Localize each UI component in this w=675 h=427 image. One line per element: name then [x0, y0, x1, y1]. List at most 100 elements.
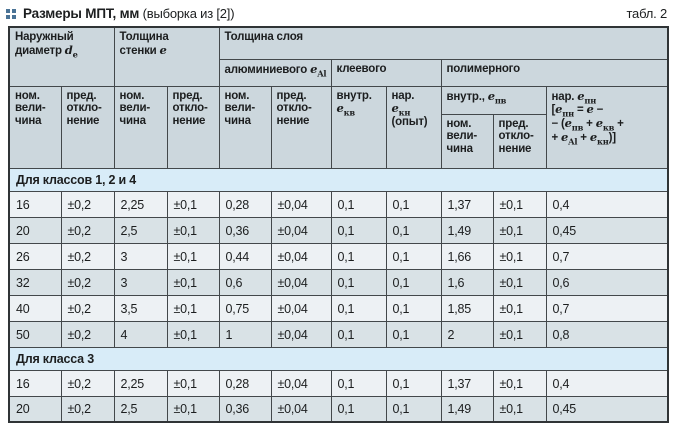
header-wall-deviation: пред. откло-нение	[166, 85, 220, 169]
table-cell: 1,37	[440, 369, 494, 397]
table-cell: 3,5	[113, 294, 168, 322]
table-cell: ±0,04	[270, 216, 332, 244]
table-cell: ±0,1	[492, 294, 547, 322]
table-cell: 4	[113, 320, 168, 348]
table-cell: 0,28	[218, 190, 272, 218]
table-cell: ±0,1	[166, 320, 220, 348]
table-cell: 2,5	[113, 216, 168, 244]
table-cell: ±0,1	[166, 242, 220, 270]
table-cell: 0,1	[385, 268, 442, 296]
table-cell: ±0,1	[166, 190, 220, 218]
table-cell: 0,1	[330, 369, 387, 397]
table-row: 16 ±0,2 2,25 ±0,1 0,28 ±0,04 0,1 0,1 1,37 ±0,1 0,4	[8, 190, 669, 218]
table-cell: 2,5	[113, 395, 168, 423]
table-cell: 0,75	[218, 294, 272, 322]
table-cell: ±0,2	[60, 268, 115, 296]
table-cell: ±0,2	[60, 190, 115, 218]
table-cell: 16	[8, 190, 62, 218]
table-cell: ±0,2	[60, 369, 115, 397]
section-row: Для классов 1, 2 и 4	[8, 167, 669, 192]
header-polymer-layer: полимерного	[440, 58, 669, 87]
table-cell: 0,7	[545, 294, 669, 322]
list-marker-icon	[6, 8, 16, 19]
table-cell: 0,6	[545, 268, 669, 296]
header-wall-thickness: Толщина стенки e	[113, 26, 220, 87]
table-cell: ±0,1	[166, 395, 220, 423]
table-cell: 0,1	[330, 216, 387, 244]
table-cell: 1,85	[440, 294, 494, 322]
table-cell: 1,6	[440, 268, 494, 296]
dimensions-table: Наружный диаметр de Толщина стенки e Толщи…	[8, 26, 670, 423]
table-cell: ±0,2	[60, 294, 115, 322]
table-cell: 0,1	[330, 242, 387, 270]
table-cell: 0,1	[385, 320, 442, 348]
table-cell: 50	[8, 320, 62, 348]
table-row: 32 ±0,2 3 ±0,1 0,6 ±0,04 0,1 0,1 1,6 ±0,1 0,6	[8, 268, 669, 296]
header-polymer-inner: внутр., eпв	[440, 85, 547, 115]
table-cell: 2,25	[113, 369, 168, 397]
header-diameter-nominal: ном. вели-чина	[8, 85, 62, 169]
table-caption: Размеры МПТ, мм (выборка из [2]) табл. 2	[0, 0, 675, 26]
header-adhesive-outer: нар. eкн (опыт)	[385, 85, 442, 169]
table-cell: 0,4	[545, 369, 669, 397]
table-cell: ±0,1	[492, 242, 547, 270]
table-cell: 0,28	[218, 369, 272, 397]
table-cell: 1,49	[440, 216, 494, 244]
table-cell: 0,4	[545, 190, 669, 218]
table-cell: ±0,04	[270, 268, 332, 296]
table-cell: ±0,1	[492, 190, 547, 218]
table-cell: ±0,1	[492, 369, 547, 397]
table-cell: ±0,04	[270, 369, 332, 397]
table-row: 40 ±0,2 3,5 ±0,1 0,75 ±0,04 0,1 0,1 1,85 ±0,1 0,7	[8, 294, 669, 322]
section-label: Для класса 3	[8, 346, 669, 371]
header-adhesive-layer: клеевого	[330, 58, 442, 87]
table-cell: 0,1	[330, 320, 387, 348]
table-cell: 1	[218, 320, 272, 348]
header-aluminum-layer: алюминиевого eAl	[218, 58, 332, 87]
table-cell: 0,36	[218, 395, 272, 423]
header-aluminum-nominal: ном. вели-чина	[218, 85, 272, 169]
table-cell: 0,8	[545, 320, 669, 348]
section-label: Для классов 1, 2 и 4	[8, 167, 669, 192]
table-cell: 0,7	[545, 242, 669, 270]
table-row: 16 ±0,2 2,25 ±0,1 0,28 ±0,04 0,1 0,1 1,37 ±0,1 0,4	[8, 369, 669, 397]
table-row: 20 ±0,2 2,5 ±0,1 0,36 ±0,04 0,1 0,1 1,49 ±0,1 0,45	[8, 216, 669, 244]
table-cell: ±0,1	[166, 268, 220, 296]
table-cell: ±0,1	[492, 395, 547, 423]
table-cell: 0,1	[385, 216, 442, 244]
table-cell: ±0,1	[492, 320, 547, 348]
table-cell: ±0,1	[492, 268, 547, 296]
table-cell: ±0,1	[492, 216, 547, 244]
header-adhesive-inner: внутр. eкв	[330, 85, 387, 169]
table-cell: 1,49	[440, 395, 494, 423]
table-cell: 0,1	[385, 294, 442, 322]
header-polymer-outer-formula: нар. eпн [eпн = e − − (eпв + eкв + + eAl + …	[545, 85, 669, 169]
table-cell: 0,1	[385, 395, 442, 423]
header-aluminum-deviation: пред. откло-нение	[270, 85, 332, 169]
header-layer-thickness: Толщина слоя	[218, 26, 669, 60]
header-wall-nominal: ном. вели-чина	[113, 85, 168, 169]
table-cell: 1,37	[440, 190, 494, 218]
table-cell: 0,1	[385, 242, 442, 270]
table-cell: 40	[8, 294, 62, 322]
table-cell: ±0,2	[60, 320, 115, 348]
table-cell: 0,44	[218, 242, 272, 270]
table-cell: 0,45	[545, 395, 669, 423]
table-cell: 16	[8, 369, 62, 397]
table-cell: ±0,2	[60, 242, 115, 270]
table-number: табл. 2	[626, 6, 667, 21]
header-diameter-deviation: пред. откло-нение	[60, 85, 115, 169]
table-cell: 0,1	[330, 268, 387, 296]
table-cell: 1,66	[440, 242, 494, 270]
table-cell: ±0,1	[166, 216, 220, 244]
table-cell: 0,1	[330, 395, 387, 423]
table-cell: 3	[113, 268, 168, 296]
section-row: Для класса 3	[8, 346, 669, 371]
table-cell: ±0,2	[60, 395, 115, 423]
table-cell: ±0,04	[270, 395, 332, 423]
table-cell: 0,1	[385, 369, 442, 397]
page-title-note: (выборка из [2])	[139, 6, 235, 21]
table-cell: 0,6	[218, 268, 272, 296]
table-cell: ±0,04	[270, 190, 332, 218]
table-cell: ±0,2	[60, 216, 115, 244]
